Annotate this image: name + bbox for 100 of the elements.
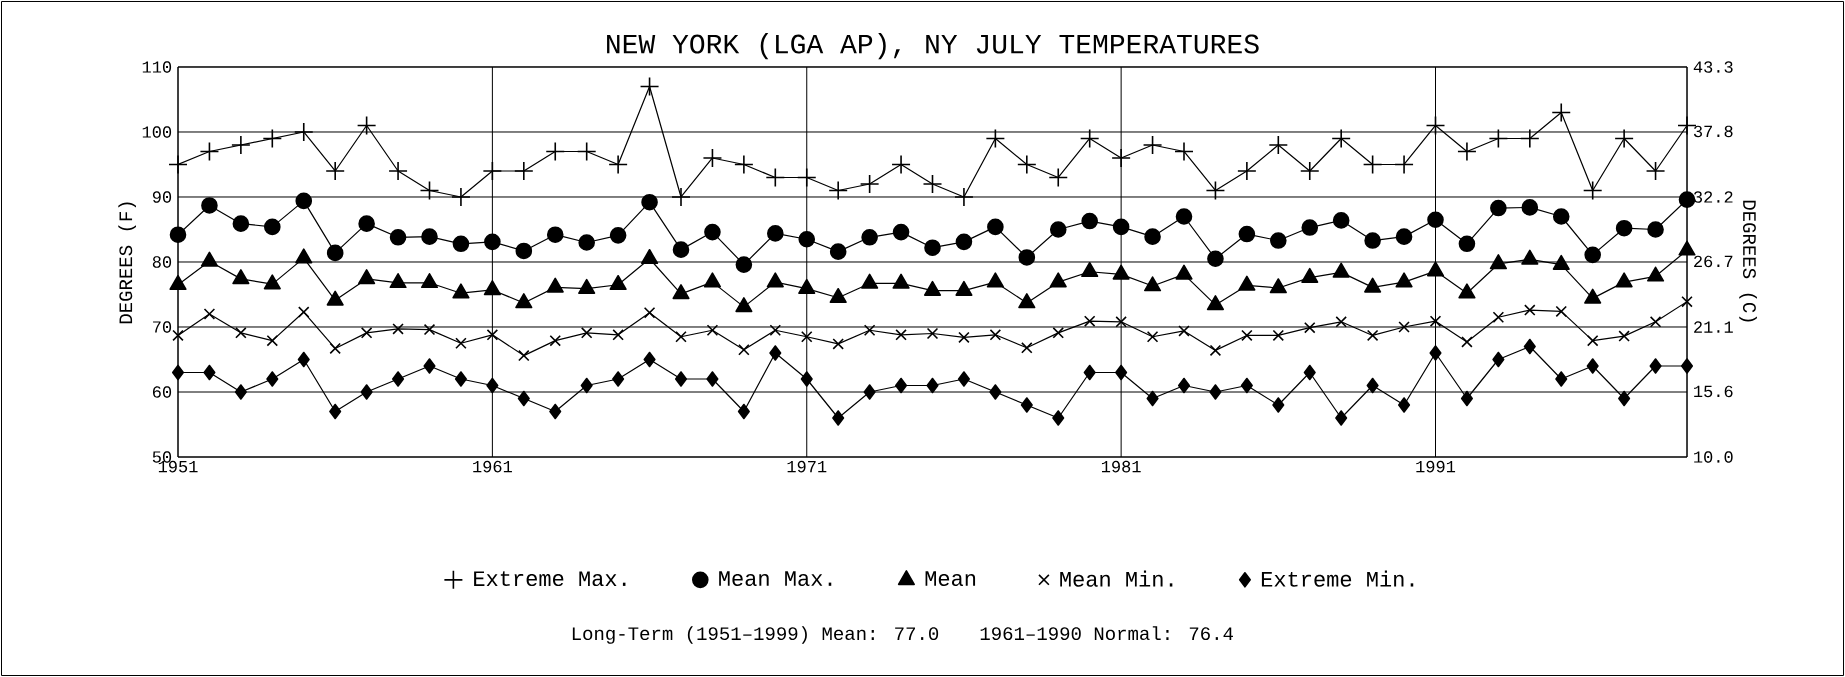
y2-tick-label: 10.0	[1694, 451, 1733, 463]
point	[1366, 377, 1379, 394]
point	[1144, 228, 1161, 245]
point	[1048, 167, 1069, 188]
point	[891, 154, 911, 175]
point	[1205, 180, 1226, 201]
point	[895, 377, 908, 394]
point	[672, 241, 690, 258]
point	[515, 242, 533, 260]
point	[172, 329, 184, 342]
point	[1272, 397, 1285, 413]
point	[295, 248, 313, 264]
chart-title: NEW YORK (LGA AP), NY JULY TEMPERATURES	[607, 33, 1259, 60]
point	[863, 324, 876, 336]
x-tick-label: 1961	[473, 460, 512, 473]
point	[171, 364, 185, 381]
point	[1362, 154, 1383, 175]
point	[675, 331, 687, 343]
point	[1021, 342, 1033, 354]
point	[769, 345, 782, 361]
point	[293, 122, 314, 142]
point	[671, 187, 691, 207]
point	[609, 227, 627, 244]
point	[863, 384, 876, 400]
point	[1586, 334, 1599, 347]
point	[549, 334, 561, 347]
point	[388, 161, 408, 181]
point	[546, 226, 564, 243]
point	[266, 334, 279, 347]
point	[329, 403, 342, 420]
point	[861, 229, 878, 246]
point	[643, 351, 656, 368]
point	[1460, 390, 1473, 407]
point	[1555, 305, 1567, 318]
point	[1207, 250, 1224, 268]
point	[201, 197, 218, 214]
point	[389, 273, 407, 289]
point	[639, 76, 660, 97]
point	[989, 329, 1002, 341]
point	[989, 384, 1002, 400]
point	[1524, 304, 1536, 316]
point	[1299, 161, 1320, 181]
point	[358, 269, 376, 285]
point	[1586, 358, 1599, 374]
point	[392, 371, 405, 387]
y2-tick-label: 26.7	[1694, 255, 1733, 268]
point	[735, 256, 753, 273]
point	[1520, 128, 1540, 149]
point	[1489, 254, 1507, 270]
point	[832, 338, 844, 350]
point	[454, 371, 467, 387]
point	[1429, 345, 1442, 361]
point	[796, 167, 817, 188]
point	[1020, 397, 1033, 413]
point	[985, 128, 1006, 149]
point	[298, 306, 310, 318]
point	[987, 218, 1004, 236]
point	[1492, 351, 1505, 368]
point	[1398, 321, 1410, 333]
y-tick-label: 70	[153, 321, 172, 333]
point	[674, 371, 688, 387]
point	[231, 135, 251, 155]
point	[482, 161, 503, 181]
point	[1490, 199, 1507, 217]
point	[1209, 344, 1222, 357]
point	[356, 115, 377, 136]
point	[203, 308, 216, 320]
y-tick-label: 110	[142, 61, 172, 73]
point	[1177, 377, 1191, 394]
point	[1552, 208, 1570, 225]
point	[1618, 390, 1631, 407]
point	[486, 377, 499, 394]
point	[483, 280, 501, 296]
point	[203, 364, 216, 381]
point	[1521, 199, 1539, 216]
point	[798, 230, 816, 248]
point	[1206, 295, 1225, 311]
point	[1461, 336, 1473, 348]
point	[1175, 208, 1193, 225]
point	[957, 371, 970, 387]
point	[1241, 329, 1253, 342]
point	[580, 377, 593, 394]
point	[832, 410, 845, 426]
point	[1017, 154, 1037, 175]
point	[1142, 135, 1163, 155]
point	[1304, 321, 1316, 334]
point	[486, 329, 499, 341]
point	[578, 234, 595, 251]
point	[738, 344, 750, 356]
point	[608, 154, 628, 175]
point	[1209, 384, 1222, 400]
point	[1681, 295, 1693, 308]
text: Long-Term (1951–1999) Mean: 77.0	[572, 626, 939, 644]
x-tick-label: 1981	[1101, 460, 1141, 473]
point	[1645, 161, 1666, 181]
point	[1143, 276, 1162, 292]
point	[1366, 329, 1379, 342]
point	[1614, 128, 1634, 149]
point	[1523, 338, 1536, 355]
point	[1049, 221, 1067, 238]
